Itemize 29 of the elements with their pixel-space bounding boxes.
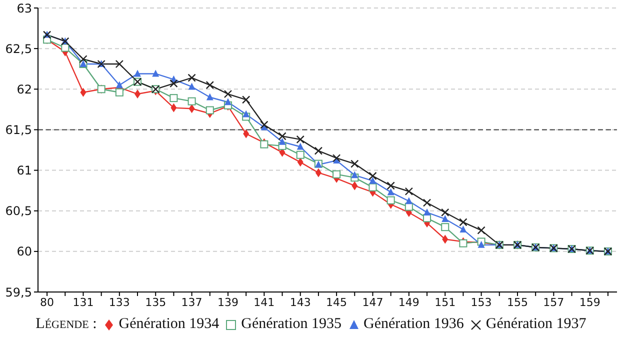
x-tick-label: 139 [217, 296, 238, 309]
x-tick-label: 157 [543, 296, 564, 309]
y-tick-label: 62 [16, 82, 32, 96]
x-tick-label: 141 [254, 296, 275, 309]
legend-label: Génération 1934 [118, 316, 220, 333]
x-tick-label: 143 [290, 296, 311, 309]
x-tick-label: 159 [579, 296, 600, 309]
legend-label: Génération 1937 [486, 316, 586, 333]
y-tick-label: 62,5 [5, 42, 32, 56]
x-tick-label: 155 [506, 296, 528, 309]
x-tick-label: 135 [145, 296, 166, 309]
x-tick-label: 151 [434, 296, 456, 309]
x-tick-label: 137 [181, 296, 202, 309]
x-tick-label: 131 [72, 296, 94, 309]
legend-label: Génération 1936 [364, 316, 464, 333]
x-tick-label: 153 [470, 296, 492, 309]
y-tick-label: 60 [16, 244, 32, 259]
x-tick-label: 145 [326, 296, 348, 309]
y-tick-label: 60,5 [5, 204, 32, 218]
y-tick-label: 59,5 [5, 285, 32, 300]
y-tick-label: 61,5 [5, 122, 32, 137]
x-tick-label: 149 [398, 296, 420, 309]
x-tick-label: 147 [362, 296, 384, 309]
legend-title: Légende : [36, 316, 97, 333]
y-tick-label: 63 [16, 1, 32, 16]
x-tick-label: 80 [40, 296, 54, 309]
legend-label: Génération 1935 [241, 316, 342, 333]
x-tick-label: 133 [108, 296, 130, 309]
y-tick-label: 61 [16, 164, 32, 178]
